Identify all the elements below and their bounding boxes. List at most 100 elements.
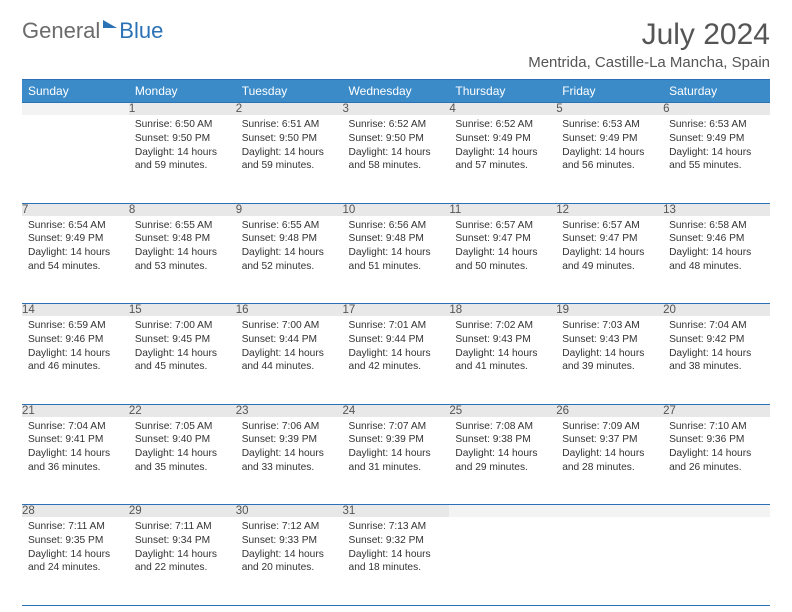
daylight-text: Daylight: 14 hours and 20 minutes.	[242, 548, 337, 576]
day-cell: Sunrise: 7:13 AMSunset: 9:32 PMDaylight:…	[343, 517, 450, 605]
sunset-text: Sunset: 9:42 PM	[669, 333, 764, 347]
sunset-text: Sunset: 9:39 PM	[242, 433, 337, 447]
daylight-text: Daylight: 14 hours and 57 minutes.	[455, 146, 550, 174]
day-cell: Sunrise: 7:04 AMSunset: 9:41 PMDaylight:…	[22, 417, 129, 505]
day-number	[663, 505, 770, 518]
sunset-text: Sunset: 9:44 PM	[349, 333, 444, 347]
day-number: 8	[129, 203, 236, 216]
day-number: 25	[449, 404, 556, 417]
sunset-text: Sunset: 9:45 PM	[135, 333, 230, 347]
daylight-text: Daylight: 14 hours and 41 minutes.	[455, 347, 550, 375]
daylight-text: Daylight: 14 hours and 26 minutes.	[669, 447, 764, 475]
sunset-text: Sunset: 9:35 PM	[28, 534, 123, 548]
day-cell: Sunrise: 7:05 AMSunset: 9:40 PMDaylight:…	[129, 417, 236, 505]
location-text: Mentrida, Castille-La Mancha, Spain	[528, 54, 770, 71]
daylight-text: Daylight: 14 hours and 52 minutes.	[242, 246, 337, 274]
daylight-text: Daylight: 14 hours and 59 minutes.	[135, 146, 230, 174]
day-cell: Sunrise: 6:52 AMSunset: 9:50 PMDaylight:…	[343, 115, 450, 203]
title-block: July 2024 Mentrida, Castille-La Mancha, …	[528, 18, 770, 71]
daylight-text: Daylight: 14 hours and 18 minutes.	[349, 548, 444, 576]
day-number: 15	[129, 304, 236, 317]
sunrise-text: Sunrise: 6:59 AM	[28, 319, 123, 333]
sunset-text: Sunset: 9:49 PM	[669, 132, 764, 146]
day-cell: Sunrise: 7:03 AMSunset: 9:43 PMDaylight:…	[556, 316, 663, 404]
sunrise-text: Sunrise: 7:00 AM	[242, 319, 337, 333]
day-number: 10	[343, 203, 450, 216]
day-number: 22	[129, 404, 236, 417]
week-daynum-row: 123456	[22, 103, 770, 116]
day-number: 9	[236, 203, 343, 216]
sunset-text: Sunset: 9:39 PM	[349, 433, 444, 447]
sunrise-text: Sunrise: 7:10 AM	[669, 420, 764, 434]
day-cell: Sunrise: 7:02 AMSunset: 9:43 PMDaylight:…	[449, 316, 556, 404]
day-header: Saturday	[663, 80, 770, 103]
sunset-text: Sunset: 9:46 PM	[28, 333, 123, 347]
sunrise-text: Sunrise: 7:13 AM	[349, 520, 444, 534]
logo-text-general: General	[22, 18, 100, 44]
day-number: 30	[236, 505, 343, 518]
sunrise-text: Sunrise: 6:51 AM	[242, 118, 337, 132]
day-header: Sunday	[22, 80, 129, 103]
week-content-row: Sunrise: 7:04 AMSunset: 9:41 PMDaylight:…	[22, 417, 770, 505]
day-cell: Sunrise: 7:11 AMSunset: 9:35 PMDaylight:…	[22, 517, 129, 605]
sunset-text: Sunset: 9:37 PM	[562, 433, 657, 447]
sunset-text: Sunset: 9:49 PM	[28, 232, 123, 246]
day-header: Tuesday	[236, 80, 343, 103]
week-daynum-row: 78910111213	[22, 203, 770, 216]
day-cell: Sunrise: 6:55 AMSunset: 9:48 PMDaylight:…	[129, 216, 236, 304]
header: General Blue July 2024 Mentrida, Castill…	[22, 18, 770, 71]
month-title: July 2024	[528, 18, 770, 52]
sunrise-text: Sunrise: 6:50 AM	[135, 118, 230, 132]
calendar-body: 123456Sunrise: 6:50 AMSunset: 9:50 PMDay…	[22, 103, 770, 606]
day-cell: Sunrise: 6:57 AMSunset: 9:47 PMDaylight:…	[449, 216, 556, 304]
sunrise-text: Sunrise: 7:05 AM	[135, 420, 230, 434]
sunrise-text: Sunrise: 6:56 AM	[349, 219, 444, 233]
sunrise-text: Sunrise: 7:02 AM	[455, 319, 550, 333]
daylight-text: Daylight: 14 hours and 29 minutes.	[455, 447, 550, 475]
day-number: 14	[22, 304, 129, 317]
daylight-text: Daylight: 14 hours and 39 minutes.	[562, 347, 657, 375]
sunrise-text: Sunrise: 7:04 AM	[669, 319, 764, 333]
week-content-row: Sunrise: 7:11 AMSunset: 9:35 PMDaylight:…	[22, 517, 770, 605]
sunset-text: Sunset: 9:50 PM	[349, 132, 444, 146]
day-cell	[663, 517, 770, 605]
daylight-text: Daylight: 14 hours and 51 minutes.	[349, 246, 444, 274]
sunset-text: Sunset: 9:48 PM	[242, 232, 337, 246]
day-number: 1	[129, 103, 236, 116]
day-number: 26	[556, 404, 663, 417]
sunset-text: Sunset: 9:34 PM	[135, 534, 230, 548]
sunset-text: Sunset: 9:43 PM	[455, 333, 550, 347]
sunrise-text: Sunrise: 7:04 AM	[28, 420, 123, 434]
daylight-text: Daylight: 14 hours and 22 minutes.	[135, 548, 230, 576]
daylight-text: Daylight: 14 hours and 44 minutes.	[242, 347, 337, 375]
sunset-text: Sunset: 9:36 PM	[669, 433, 764, 447]
daylight-text: Daylight: 14 hours and 42 minutes.	[349, 347, 444, 375]
day-number	[556, 505, 663, 518]
sunrise-text: Sunrise: 7:01 AM	[349, 319, 444, 333]
sunrise-text: Sunrise: 6:57 AM	[455, 219, 550, 233]
sunset-text: Sunset: 9:50 PM	[242, 132, 337, 146]
day-number: 13	[663, 203, 770, 216]
sunset-text: Sunset: 9:50 PM	[135, 132, 230, 146]
sunrise-text: Sunrise: 6:54 AM	[28, 219, 123, 233]
daylight-text: Daylight: 14 hours and 45 minutes.	[135, 347, 230, 375]
day-cell: Sunrise: 6:57 AMSunset: 9:47 PMDaylight:…	[556, 216, 663, 304]
sunrise-text: Sunrise: 6:57 AM	[562, 219, 657, 233]
day-header: Friday	[556, 80, 663, 103]
day-header: Monday	[129, 80, 236, 103]
sunset-text: Sunset: 9:48 PM	[135, 232, 230, 246]
daylight-text: Daylight: 14 hours and 53 minutes.	[135, 246, 230, 274]
sunrise-text: Sunrise: 7:00 AM	[135, 319, 230, 333]
day-number: 16	[236, 304, 343, 317]
day-number: 12	[556, 203, 663, 216]
day-cell: Sunrise: 6:51 AMSunset: 9:50 PMDaylight:…	[236, 115, 343, 203]
day-number: 24	[343, 404, 450, 417]
logo-triangle-icon	[103, 20, 117, 28]
logo: General Blue	[22, 18, 163, 44]
daylight-text: Daylight: 14 hours and 58 minutes.	[349, 146, 444, 174]
day-number	[22, 103, 129, 116]
day-number: 2	[236, 103, 343, 116]
day-cell: Sunrise: 7:10 AMSunset: 9:36 PMDaylight:…	[663, 417, 770, 505]
day-cell: Sunrise: 7:06 AMSunset: 9:39 PMDaylight:…	[236, 417, 343, 505]
sunset-text: Sunset: 9:43 PM	[562, 333, 657, 347]
